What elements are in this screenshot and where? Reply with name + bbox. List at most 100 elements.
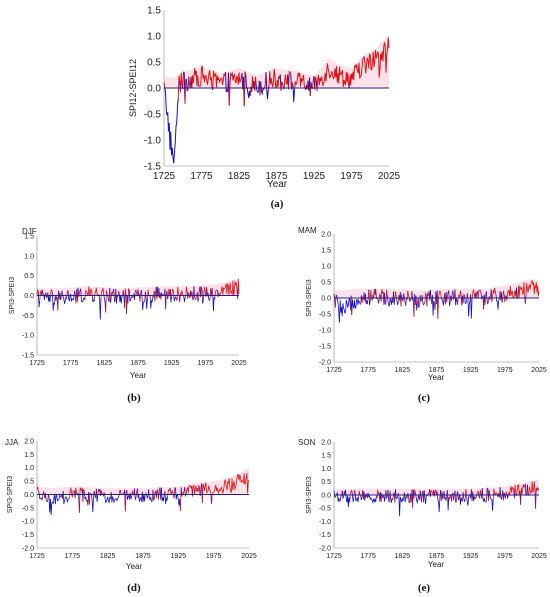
positive-series-line bbox=[369, 290, 372, 301]
positive-series-line bbox=[97, 488, 101, 496]
positive-series-line bbox=[373, 288, 377, 299]
positive-series-line bbox=[405, 297, 407, 306]
negative-series-line bbox=[140, 290, 146, 311]
negative-series-line bbox=[37, 291, 41, 308]
positive-series-line bbox=[237, 278, 240, 300]
y-tick-label: 1.5 bbox=[321, 247, 331, 254]
positive-series-line bbox=[427, 489, 431, 496]
y-tick-label: 0.5 bbox=[24, 479, 34, 486]
y-tick-label: 0.0 bbox=[321, 295, 331, 302]
negative-series-line bbox=[137, 289, 140, 296]
negative-series-line bbox=[109, 288, 112, 303]
negative-series-line bbox=[292, 85, 295, 103]
positive-series-line bbox=[506, 286, 514, 301]
x-tick-label: 1775 bbox=[360, 367, 376, 374]
negative-series-line bbox=[126, 489, 130, 500]
negative-series-line bbox=[368, 289, 371, 306]
negative-series-line bbox=[152, 489, 155, 501]
y-tick-label: 1.0 bbox=[24, 253, 34, 260]
y-tick-label: 1.0 bbox=[24, 465, 34, 472]
x-tick-label: 1975 bbox=[497, 367, 513, 374]
negative-series-line bbox=[488, 489, 494, 511]
negative-series-line bbox=[47, 292, 51, 303]
positive-series-line bbox=[211, 473, 250, 504]
positive-series-line bbox=[82, 488, 85, 502]
positive-series-line bbox=[491, 287, 497, 303]
y-tick-label: -0.5 bbox=[22, 313, 34, 320]
y-tick-label: -2.0 bbox=[319, 359, 331, 366]
positive-series-line bbox=[267, 68, 277, 91]
negative-series-line bbox=[411, 291, 415, 317]
positive-series-line bbox=[288, 70, 292, 90]
positive-series-line bbox=[514, 484, 517, 499]
x-tick-label: 1975 bbox=[340, 171, 363, 182]
negative-series-line bbox=[383, 494, 386, 502]
y-tick-label: -2.0 bbox=[319, 545, 331, 552]
positive-series-line bbox=[243, 71, 247, 107]
positive-series-line bbox=[507, 486, 515, 497]
y-tick-label: -1.5 bbox=[22, 352, 34, 359]
negative-series-line bbox=[495, 294, 500, 310]
y-tick-label: 0.0 bbox=[24, 492, 34, 499]
y-tick-label: 1.0 bbox=[321, 466, 331, 473]
positive-series-line bbox=[485, 487, 488, 502]
negative-series-line bbox=[173, 295, 178, 302]
negative-series-line bbox=[201, 289, 204, 304]
negative-series-line bbox=[186, 78, 189, 92]
y-tick-label: 0.0 bbox=[24, 293, 34, 300]
x-tick-label: 1825 bbox=[395, 367, 411, 374]
positive-series-line bbox=[93, 287, 100, 302]
y-tick-label: 0.5 bbox=[24, 273, 34, 280]
y-tick-label: -0.5 bbox=[144, 110, 162, 121]
negative-series-line bbox=[337, 492, 342, 502]
positive-series-line bbox=[492, 488, 495, 499]
x-axis-label: Year bbox=[126, 562, 143, 571]
positive-series-line bbox=[177, 75, 181, 99]
x-tick-label: 1975 bbox=[198, 360, 214, 367]
panel-caption: (c) bbox=[418, 392, 431, 404]
negative-series-line bbox=[448, 290, 451, 306]
positive-series-line bbox=[434, 489, 438, 497]
positive-series-line bbox=[457, 290, 462, 305]
negative-series-line bbox=[367, 492, 378, 504]
negative-series-line bbox=[70, 293, 75, 302]
positive-series-line bbox=[276, 74, 281, 89]
positive-series-line bbox=[42, 491, 45, 498]
x-tick-label: 1925 bbox=[463, 553, 479, 560]
season-label: SON bbox=[298, 438, 316, 447]
negative-series-line bbox=[464, 295, 467, 304]
positive-series-line bbox=[477, 289, 482, 299]
x-tick-label: 1875 bbox=[135, 553, 151, 560]
negative-series-line bbox=[459, 494, 463, 505]
x-tick-label: 1975 bbox=[206, 553, 222, 560]
positive-series-line bbox=[167, 487, 171, 496]
negative-series-line bbox=[407, 492, 410, 504]
chart-panel-d: -2.0 -1.5 -1.0 -0.5 0.0 0.5 1.0 1.5 2.0 1725 1775 1… bbox=[5, 438, 257, 594]
x-axis-label: Year bbox=[267, 179, 288, 190]
positive-series-line bbox=[494, 491, 498, 496]
negative-series-line bbox=[363, 491, 367, 501]
positive-series-line bbox=[528, 481, 536, 496]
positive-series-line bbox=[294, 72, 306, 90]
negative-series-line bbox=[136, 488, 142, 502]
positive-series-line bbox=[424, 292, 427, 303]
positive-series-line bbox=[87, 286, 93, 296]
positive-series-line bbox=[147, 289, 150, 298]
negative-series-line bbox=[397, 493, 405, 517]
positive-series-line bbox=[283, 74, 289, 90]
negative-series-line bbox=[436, 491, 441, 513]
y-tick-label: -0.5 bbox=[319, 311, 331, 318]
x-tick-label: 2025 bbox=[378, 171, 401, 182]
y-tick-label: -1.5 bbox=[22, 532, 34, 539]
negative-series-line bbox=[377, 297, 380, 304]
negative-series-line bbox=[365, 293, 368, 305]
negative-series-line bbox=[91, 493, 94, 513]
negative-series-line bbox=[351, 490, 355, 503]
negative-series-line bbox=[457, 491, 460, 501]
negative-series-line bbox=[421, 295, 426, 306]
positive-series-line bbox=[413, 489, 416, 499]
x-tick-label: 1875 bbox=[429, 367, 445, 374]
positive-series-line bbox=[156, 489, 159, 498]
positive-series-line bbox=[36, 485, 40, 493]
